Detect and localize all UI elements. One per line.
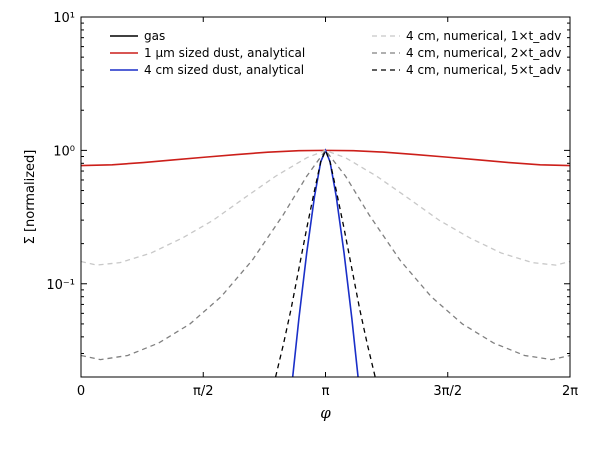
legend-label-2: 4 cm sized dust, analytical (144, 63, 304, 77)
plot-area (81, 17, 570, 377)
x-tick-label-0: 0 (77, 384, 85, 399)
series-layer (81, 148, 570, 377)
y-tick-label-0: 10⁻¹ (46, 278, 75, 293)
x-tick-label-2: π (322, 384, 330, 399)
legend-label-1: 1 μm sized dust, analytical (144, 46, 305, 60)
y-tick-label-1: 10⁰ (53, 144, 75, 159)
series-line-3 (81, 149, 570, 266)
x-tick-label-1: π/2 (193, 384, 213, 399)
series-line-2 (291, 148, 359, 377)
legend-label-3: 4 cm, numerical, 1×t_adv (406, 29, 561, 43)
legend-label-4: 4 cm, numerical, 2×t_adv (406, 46, 561, 60)
legend-label-0: gas (144, 29, 165, 43)
legend-label-5: 4 cm, numerical, 5×t_adv (406, 63, 561, 77)
ticks-layer: 0 π/2 π 3π/2 2π 10⁻¹ 10⁰ 10¹ (46, 11, 578, 399)
x-tick-label-4: 2π (562, 384, 578, 399)
x-axis-label: φ (320, 404, 331, 422)
x-tick-label-3: 3π/2 (433, 384, 462, 399)
series-line-4 (81, 149, 570, 361)
y-tick-label-2: 10¹ (53, 11, 75, 26)
y-axis-label: Σ [normalized] (23, 150, 38, 245)
series-line-5 (274, 148, 376, 377)
legend: gas 1 μm sized dust, analytical 4 cm sized… (110, 29, 561, 77)
